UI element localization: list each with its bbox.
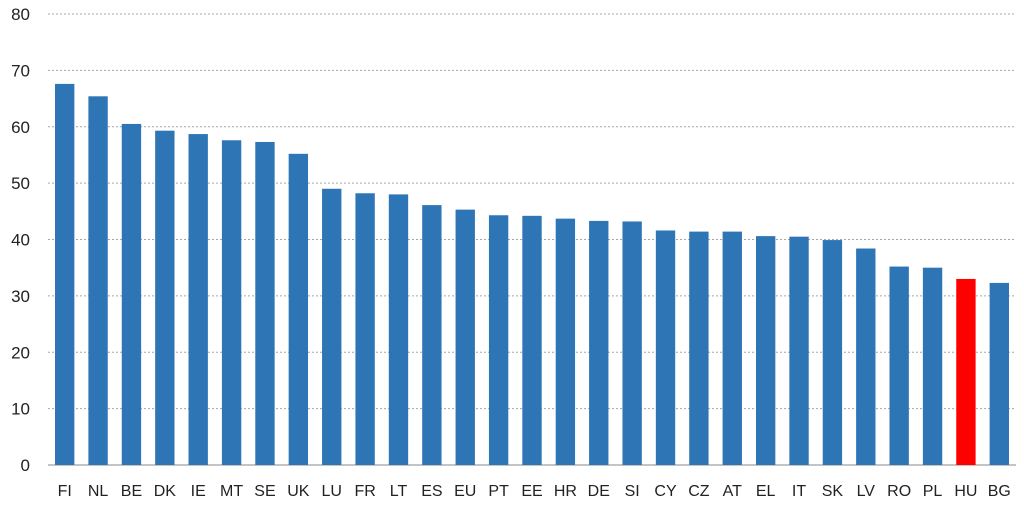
x-tick-label-at: AT (723, 483, 742, 500)
bar-se (255, 141, 275, 465)
x-tick-label-bg: BG (988, 483, 1011, 500)
bar-at (722, 231, 742, 465)
bar-bg (989, 282, 1009, 465)
x-tick-label-fi: FI (58, 483, 72, 500)
bar-ee (522, 215, 542, 465)
x-tick-label-be: BE (121, 483, 142, 500)
x-tick-label-pt: PT (488, 483, 509, 500)
bar-mt (221, 140, 242, 465)
bar-it (789, 236, 809, 465)
bar-uk (288, 153, 309, 465)
bar-es (422, 205, 442, 465)
x-tick-label-it: IT (792, 483, 806, 500)
x-tick-label-hr: HR (554, 483, 577, 500)
x-tick-label-lu: LU (321, 483, 341, 500)
bar-eu (455, 209, 475, 465)
bar-cy (655, 230, 676, 465)
y-axis-ticks: 0 10 20 30 40 50 60 70 80 (11, 5, 30, 475)
bar-pl (922, 267, 943, 465)
x-tick-label-ie: IE (191, 483, 206, 500)
x-tick-label-sk: SK (822, 483, 844, 500)
x-tick-label-lv: LV (857, 483, 876, 500)
x-tick-label-se: SE (254, 483, 275, 500)
x-tick-label-dk: DK (154, 483, 177, 500)
bar-dk (155, 130, 175, 466)
x-tick-label-uk: UK (287, 483, 310, 500)
bar-fi (55, 83, 75, 465)
bar-hr (555, 218, 576, 465)
y-tick-label: 40 (11, 231, 30, 250)
y-tick-label: 50 (11, 174, 30, 193)
x-tick-label-es: ES (421, 483, 442, 500)
bar-de (589, 220, 609, 465)
x-tick-label-lt: LT (390, 483, 408, 500)
y-tick-label: 10 (11, 400, 30, 419)
x-tick-label-hu: HU (954, 483, 977, 500)
bar-lu (322, 188, 342, 465)
x-tick-label-cz: CZ (688, 483, 710, 500)
x-tick-label-ro: RO (887, 483, 911, 500)
x-tick-label-cy: CY (654, 483, 677, 500)
bar-ie (188, 134, 208, 466)
y-tick-label: 20 (11, 343, 30, 362)
x-tick-label-fr: FR (354, 483, 375, 500)
bar-fr (355, 193, 375, 465)
y-tick-label: 70 (11, 61, 30, 80)
bar-cz (689, 231, 709, 465)
bar-ro (889, 266, 909, 465)
x-tick-label-pl: PL (923, 483, 943, 500)
bar-be (121, 123, 142, 466)
y-tick-label: 30 (11, 287, 30, 306)
x-tick-label-el: EL (756, 483, 776, 500)
bar-sk (822, 240, 843, 465)
x-tick-label-mt: MT (220, 483, 243, 500)
x-tick-label-si: SI (625, 483, 640, 500)
x-tick-label-ee: EE (521, 483, 542, 500)
x-tick-label-eu: EU (454, 483, 476, 500)
x-axis-ticks: FI NL BE DK IE MT SE UK LU FR LT ES EU PT EE HR DE SI CY CZ… (58, 483, 1011, 500)
x-tick-label-nl: NL (88, 483, 109, 500)
bars (55, 83, 1009, 466)
bar-hu (956, 278, 976, 465)
bar-lt (388, 194, 409, 465)
bar-nl (88, 96, 108, 466)
y-tick-label: 60 (11, 118, 30, 137)
y-tick-label: 80 (11, 5, 30, 24)
bar-si (622, 221, 642, 465)
x-tick-label-de: DE (588, 483, 610, 500)
bar-pt (488, 215, 509, 465)
bar-el (755, 236, 776, 465)
bar-lv (856, 248, 876, 465)
y-tick-label: 0 (21, 456, 30, 475)
